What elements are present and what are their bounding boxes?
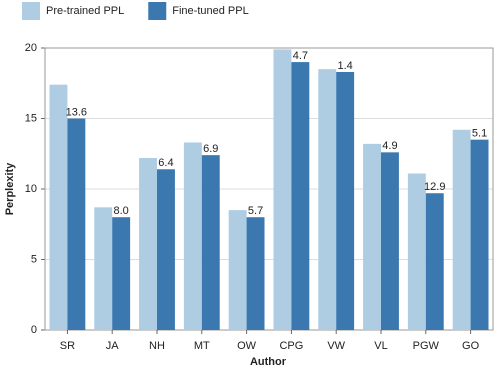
y-axis-title: Perplexity — [4, 162, 16, 215]
bar — [49, 84, 68, 330]
bar — [363, 143, 381, 330]
x-tick-label: MT — [194, 340, 210, 352]
y-tick-label: 15 — [25, 112, 37, 124]
bar-annotation: 6.9 — [203, 143, 218, 155]
legend-swatch — [22, 2, 40, 20]
x-tick-label: NH — [149, 340, 165, 352]
bar — [336, 71, 355, 330]
x-tick-label: VW — [327, 340, 345, 352]
y-tick-label: 10 — [25, 183, 37, 195]
legend-label: Pre-trained PPL — [46, 5, 124, 17]
bar — [273, 49, 292, 330]
x-axis-title: Author — [250, 356, 287, 368]
bar-annotation: 4.7 — [293, 50, 308, 62]
bar — [452, 129, 471, 330]
bar — [157, 169, 175, 330]
bar — [407, 173, 426, 330]
bar — [94, 207, 113, 330]
y-tick-label: 20 — [25, 42, 37, 54]
x-tick-label: VL — [374, 340, 387, 352]
y-tick-label: 0 — [31, 324, 37, 336]
bar-annotation: 5.1 — [472, 128, 487, 140]
bar-annotation: 8.0 — [114, 205, 129, 217]
bar — [112, 217, 131, 330]
bar — [291, 62, 310, 330]
bar-annotation: 13.6 — [66, 106, 87, 118]
x-tick-label: PGW — [413, 340, 440, 352]
x-tick-label: SR — [60, 340, 75, 352]
y-tick-label: 5 — [31, 253, 37, 265]
bar-annotation: 1.4 — [338, 60, 353, 72]
bar — [67, 118, 86, 330]
bar — [381, 152, 399, 330]
bar — [318, 69, 337, 331]
legend-label: Fine-tuned PPL — [172, 5, 248, 17]
bar — [139, 157, 157, 330]
plot-frame — [44, 47, 494, 331]
bar-annotation: 12.9 — [424, 181, 445, 193]
bar — [201, 155, 220, 330]
x-tick-label: OW — [237, 340, 257, 352]
bar — [246, 217, 265, 330]
legend-swatch — [148, 2, 167, 20]
x-tick-label: CPG — [279, 340, 303, 352]
bar-annotation: 4.9 — [382, 140, 397, 152]
bar — [228, 210, 247, 330]
x-tick-label: JA — [106, 340, 120, 352]
bar — [470, 139, 489, 330]
bar-annotation: 5.7 — [248, 205, 263, 217]
x-tick-label: GO — [462, 340, 480, 352]
bar-annotation: 6.4 — [158, 157, 173, 169]
bar — [425, 193, 444, 330]
bar — [183, 142, 202, 330]
